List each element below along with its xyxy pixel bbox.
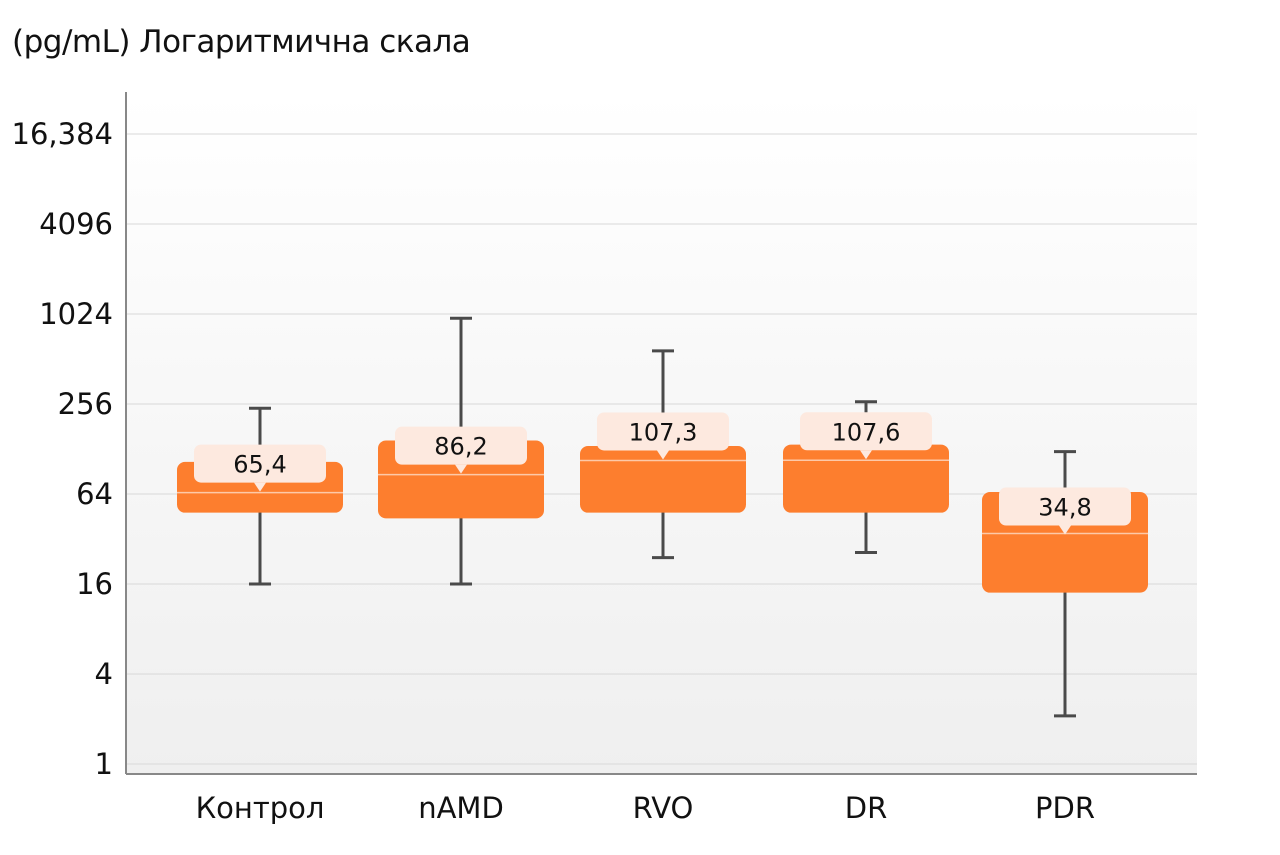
median-label-bubble [395, 426, 527, 465]
median-label-pointer [860, 450, 872, 460]
median-label-pointer [657, 450, 669, 460]
median-value-label: 107,3 [629, 418, 698, 446]
x-category-label: DR [845, 791, 887, 825]
median-label-bubble [597, 412, 729, 451]
y-tick-label: 16,384 [12, 117, 113, 151]
y-tick-label: 256 [58, 387, 113, 421]
x-category-label: nAMD [418, 791, 504, 825]
y-tick-label: 1024 [39, 297, 113, 331]
y-tick-label: 1 [95, 747, 113, 781]
y-tick-label: 64 [76, 477, 113, 511]
median-value-label: 34,8 [1038, 494, 1091, 522]
median-label-pointer [455, 464, 467, 474]
median-label-pointer [254, 482, 266, 492]
median-label-bubble [999, 487, 1131, 526]
box-iqr [580, 446, 746, 513]
y-tick-label: 16 [76, 567, 113, 601]
median-label-pointer [1059, 525, 1071, 535]
y-axis-title: (pg/mL) Логаритмична скала [12, 24, 471, 60]
median-label-bubble [194, 444, 326, 483]
x-category-label: PDR [1035, 791, 1095, 825]
median-value-label: 107,6 [832, 418, 901, 446]
median-value-label: 86,2 [434, 433, 487, 461]
median-value-label: 65,4 [233, 451, 286, 479]
x-category-label: RVO [633, 791, 694, 825]
median-label-bubble [800, 412, 932, 451]
box-iqr [783, 444, 949, 513]
x-category-label: Контрол [196, 791, 325, 825]
y-tick-label: 4 [95, 657, 113, 691]
y-tick-label: 4096 [39, 207, 113, 241]
